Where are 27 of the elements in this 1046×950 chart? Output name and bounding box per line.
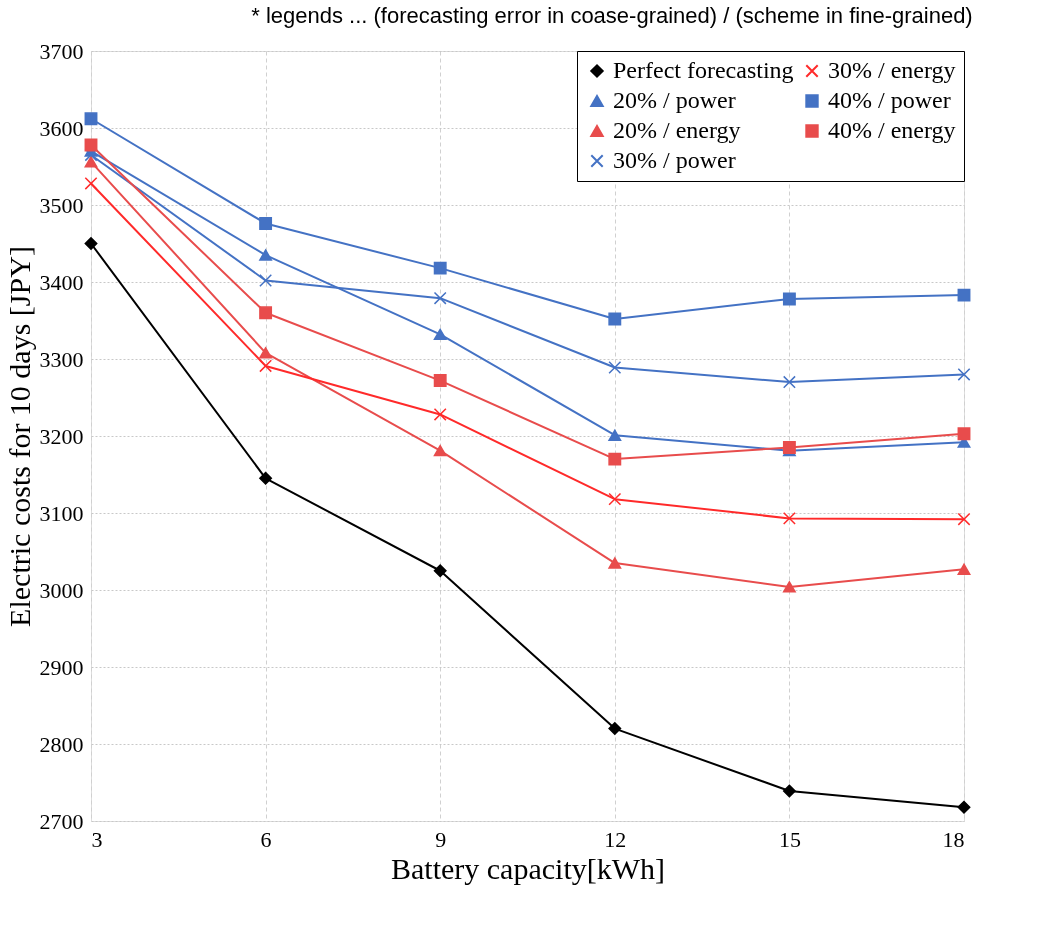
y-axis-title: Electric costs for 10 days [JPY]	[2, 246, 36, 627]
legend-label: 40% / energy	[828, 117, 956, 143]
x-tick-label: 9	[435, 826, 447, 852]
legend-label: 40% / power	[828, 87, 951, 113]
chart-title: * legends ... (forecasting error in coase-grained) / (scheme in fine-grained)	[251, 3, 973, 28]
x-tick-label: 6	[260, 826, 272, 852]
legend-label: 30% / energy	[828, 57, 956, 83]
y-tick-label: 3600	[39, 115, 84, 141]
y-tick-label: 3700	[39, 38, 84, 64]
y-tick-label: 3500	[39, 192, 84, 218]
x-tick-label: 12	[604, 826, 627, 852]
y-tick-label: 2700	[39, 808, 84, 834]
y-tick-label: 3400	[39, 269, 84, 295]
x-tick-label: 15	[778, 826, 801, 852]
legend-label: Perfect forecasting	[613, 57, 794, 83]
x-tick-label: 3	[91, 826, 103, 852]
y-tick-label: 3100	[39, 500, 84, 526]
legend-label: 20% / power	[613, 87, 736, 113]
y-tick-label: 3000	[39, 577, 84, 603]
x-axis-title: Battery capacity[kWh]	[390, 851, 666, 885]
y-tick-label: 2900	[39, 654, 84, 680]
x-tick-label: 18	[942, 826, 965, 852]
y-tick-label: 3200	[39, 423, 84, 449]
legend-label: 20% / energy	[613, 117, 741, 143]
legend-label: 30% / power	[613, 147, 736, 173]
y-tick-label: 2800	[39, 731, 84, 757]
y-tick-label: 3300	[39, 346, 84, 372]
